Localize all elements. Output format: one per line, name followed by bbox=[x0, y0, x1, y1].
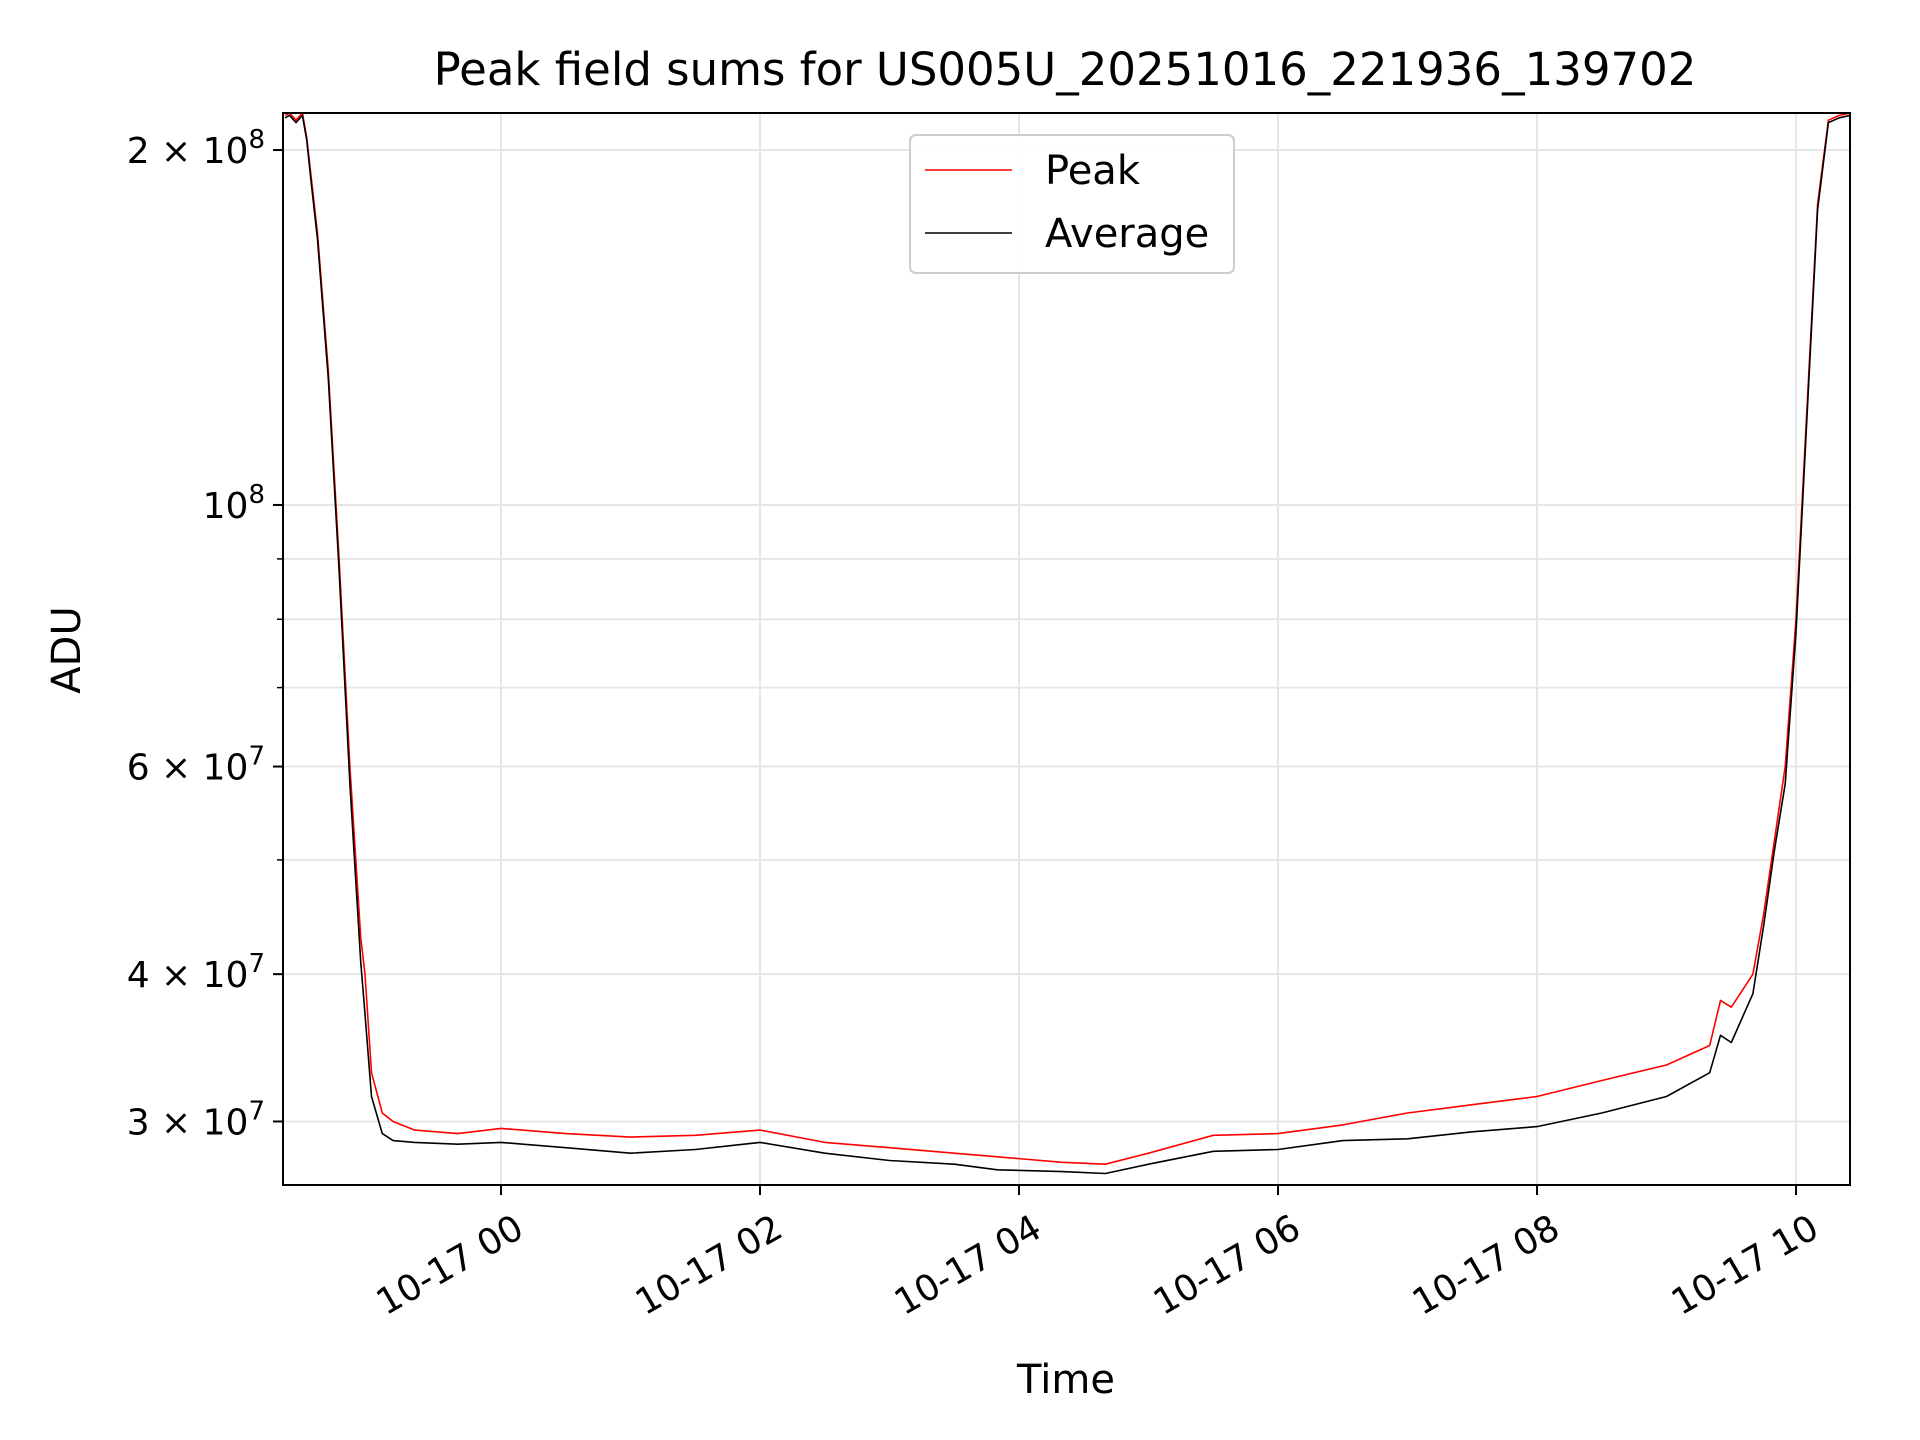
y-tick-label: 108 bbox=[203, 480, 265, 527]
legend-label-average: Average bbox=[1045, 211, 1209, 257]
chart-title: Peak field sums for US005U_20251016_2219… bbox=[434, 43, 1697, 96]
y-tick-label: 3 × 107 bbox=[127, 1096, 265, 1143]
y-axis: 2 × 108 108 6 × 107 4 × 107 3 × 107 bbox=[127, 125, 283, 1143]
legend-label-peak: Peak bbox=[1045, 148, 1141, 194]
series-line-average bbox=[284, 114, 1850, 1175]
legend: Peak Average bbox=[909, 134, 1235, 274]
gridlines bbox=[283, 113, 1850, 1185]
y-tick-label: 2 × 108 bbox=[127, 125, 265, 172]
y-tick-label: 4 × 107 bbox=[127, 949, 265, 996]
y-tick-label: 6 × 107 bbox=[127, 742, 265, 789]
plot-area bbox=[284, 113, 1850, 1175]
plot-frame bbox=[282, 112, 1851, 1186]
y-axis-label: ADU bbox=[44, 606, 90, 693]
x-axis-label: Time bbox=[1016, 1357, 1115, 1403]
